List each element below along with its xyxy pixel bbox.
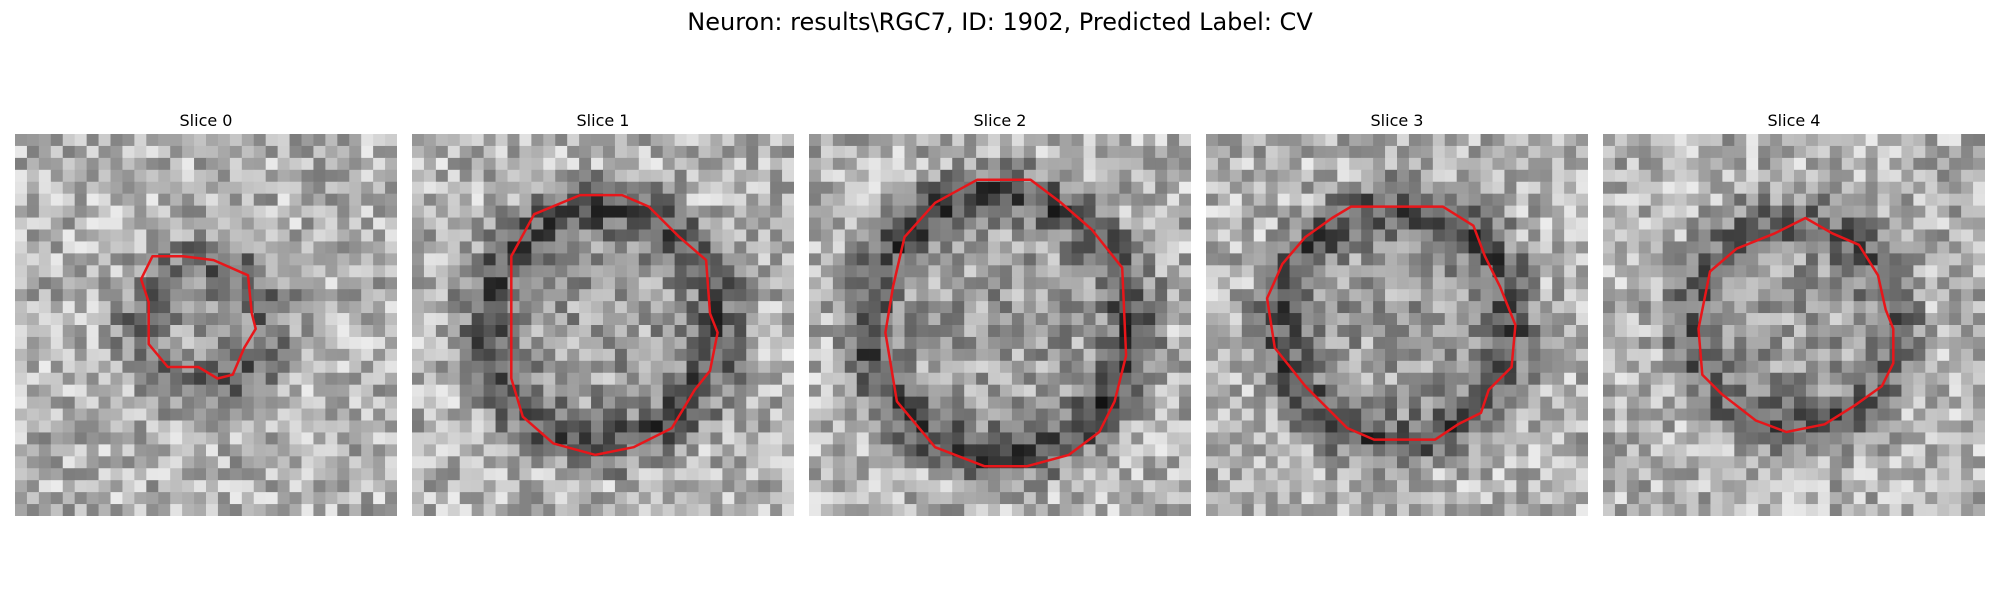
slice-image-1 <box>412 134 794 516</box>
slice-image-2 <box>809 134 1191 516</box>
slice-panel-3: Slice 3 <box>1206 108 1588 516</box>
slice-image-0 <box>15 134 397 516</box>
slice-title: Slice 0 <box>179 111 233 130</box>
slice-title: Slice 2 <box>973 111 1027 130</box>
slice-title: Slice 1 <box>576 111 630 130</box>
slice-image-4 <box>1603 134 1985 516</box>
figure-title: Neuron: results\RGC7, ID: 1902, Predicte… <box>687 8 1313 36</box>
pixel-grid <box>412 134 794 516</box>
cell-contour <box>139 254 257 380</box>
slice-image-3 <box>1206 134 1588 516</box>
slice-panel-4: Slice 4 <box>1603 108 1985 516</box>
cell-contour <box>1265 205 1517 441</box>
cell-contour <box>1697 216 1895 434</box>
slice-panel-2: Slice 2 <box>809 108 1191 516</box>
cell-contour <box>884 178 1128 468</box>
pixel-grid <box>809 134 1191 516</box>
slice-panel-1: Slice 1 <box>412 108 794 516</box>
slice-title: Slice 3 <box>1370 111 1424 130</box>
slice-panel-0: Slice 0 <box>15 108 397 516</box>
pixel-grid <box>1603 134 1985 516</box>
pixel-grid <box>15 134 397 516</box>
pixel-grid <box>1206 134 1588 516</box>
cell-contour <box>510 193 719 457</box>
slice-title: Slice 4 <box>1767 111 1821 130</box>
